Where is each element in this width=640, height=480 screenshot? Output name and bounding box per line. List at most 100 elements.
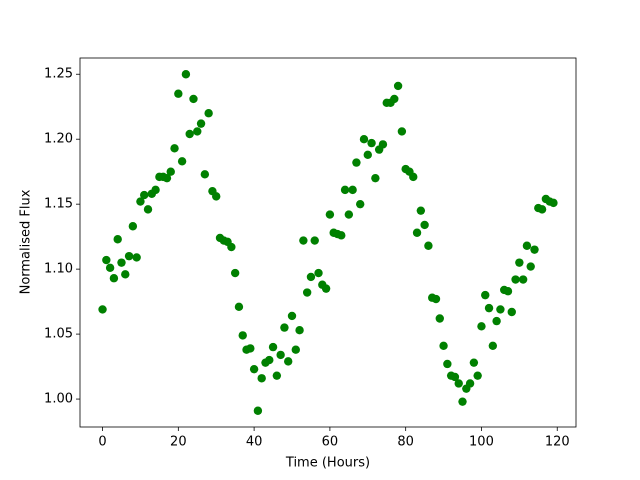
y-axis-label: Normalised Flux [19, 189, 34, 294]
x-tick-label: 100 [469, 435, 494, 450]
point [477, 322, 486, 331]
point [321, 284, 331, 293]
x-tick-label: 80 [397, 435, 414, 450]
point [439, 341, 448, 350]
point [458, 397, 467, 406]
point [450, 372, 460, 382]
y-tick-label: 1.20 [44, 132, 73, 147]
point [102, 255, 111, 265]
point [454, 379, 463, 388]
point [287, 311, 297, 321]
point [132, 253, 141, 262]
point [549, 198, 558, 208]
y-tick-label: 1.25 [44, 67, 73, 82]
point [306, 272, 316, 282]
point [140, 190, 149, 200]
point [337, 231, 346, 240]
point [276, 350, 285, 360]
point [166, 167, 175, 176]
point [212, 192, 221, 201]
point [488, 341, 498, 350]
point [310, 236, 319, 245]
point [530, 245, 539, 254]
x-tick-label: 120 [545, 435, 570, 450]
point [136, 197, 145, 206]
point [121, 270, 130, 279]
y-tick-label: 1.05 [44, 327, 73, 342]
point [416, 206, 426, 215]
point [435, 314, 444, 323]
point [378, 140, 388, 149]
point [177, 157, 187, 166]
point [352, 158, 361, 167]
point [302, 288, 312, 297]
point [249, 364, 259, 374]
point [371, 173, 380, 183]
point [363, 150, 372, 159]
point [526, 262, 535, 271]
point [420, 220, 429, 230]
point [348, 185, 357, 195]
point [367, 138, 376, 148]
axes-frame [79, 57, 577, 428]
point [344, 210, 354, 219]
point [481, 290, 490, 300]
point [272, 371, 282, 380]
point [280, 323, 289, 332]
point [200, 170, 210, 179]
point [469, 358, 479, 367]
point [356, 199, 365, 209]
y-tick-label: 1.10 [44, 262, 73, 277]
point [193, 127, 202, 136]
x-tick-label: 40 [246, 435, 263, 450]
point [196, 119, 206, 128]
point [268, 342, 278, 352]
point [325, 210, 335, 219]
point [162, 173, 172, 183]
point [143, 205, 153, 214]
point [105, 263, 115, 273]
point [109, 274, 119, 283]
point [253, 406, 263, 415]
point [503, 287, 513, 296]
point [124, 251, 134, 261]
point [424, 241, 433, 250]
point [340, 185, 350, 195]
point [257, 374, 266, 383]
point [174, 89, 183, 98]
point [230, 268, 240, 278]
point [98, 305, 107, 314]
point [314, 268, 323, 278]
point [234, 302, 244, 312]
y-tick-label: 1.00 [44, 392, 73, 407]
point [518, 275, 528, 284]
point [522, 241, 532, 250]
point [393, 81, 403, 91]
point [246, 344, 255, 353]
x-tick-label: 20 [170, 435, 187, 450]
point [515, 258, 524, 267]
point [537, 205, 547, 214]
point [238, 331, 247, 340]
point [151, 185, 160, 195]
point [189, 94, 198, 104]
point [299, 236, 308, 245]
point [443, 359, 452, 369]
x-tick-label: 60 [322, 435, 339, 450]
point [204, 109, 213, 118]
point [507, 307, 516, 317]
point [284, 357, 293, 366]
point [170, 144, 179, 153]
point [431, 294, 441, 304]
point [397, 127, 407, 136]
point [227, 242, 236, 252]
point [185, 129, 194, 139]
point [291, 345, 300, 354]
point [465, 379, 475, 388]
point [473, 371, 482, 380]
point [128, 222, 138, 231]
x-tick-label: 0 [98, 435, 106, 450]
point [265, 355, 274, 365]
